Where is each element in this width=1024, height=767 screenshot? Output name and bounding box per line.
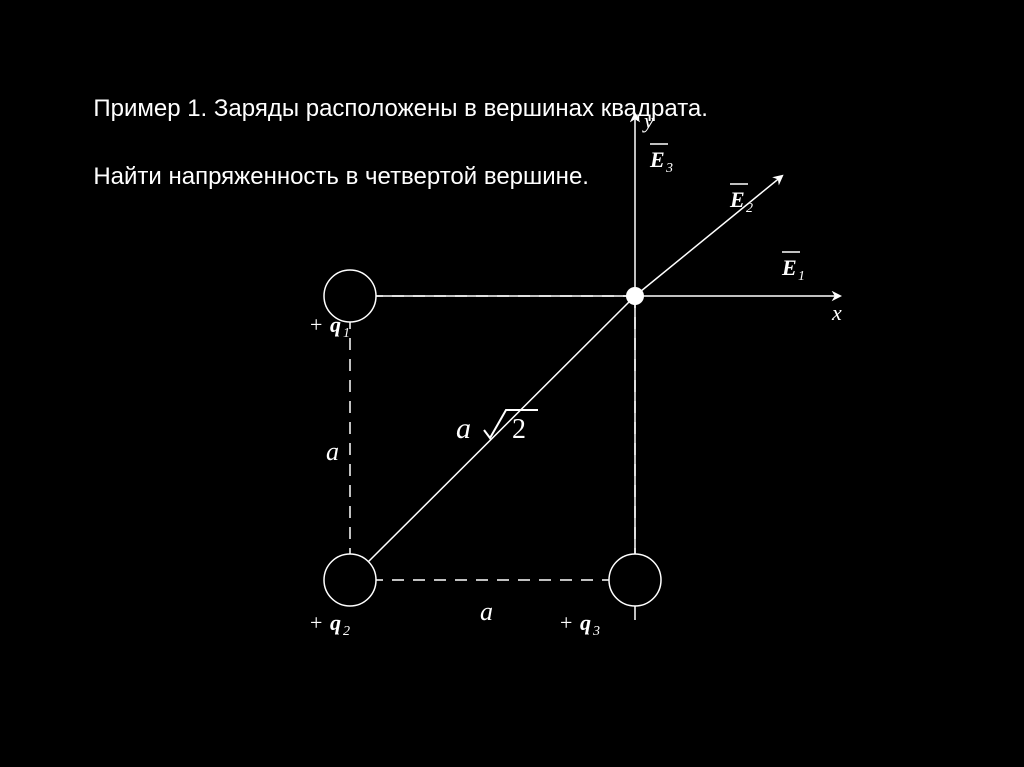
vector-e2-sub: 2 <box>746 201 753 216</box>
vector-e1-label: E <box>781 255 797 280</box>
charge-q2-label: q <box>330 610 341 635</box>
diagonal-label-a: a <box>456 412 471 445</box>
title-line-2: Найти напряженность в четвертой вершине. <box>93 163 589 190</box>
charge-q2-sub: 2 <box>343 624 350 639</box>
charge-q2-circle <box>324 554 376 606</box>
axis-x-label: x <box>831 300 842 325</box>
charge-q1-label: q <box>330 312 341 337</box>
side-label-bottom: a <box>480 597 493 626</box>
charge-q1-sign: + <box>310 312 322 337</box>
vertex-4-dot <box>626 287 644 305</box>
charge-q1-sub: 1 <box>343 326 350 341</box>
title-line-1: Пример 1. Заряды расположены в вершинах … <box>93 95 708 122</box>
charge-q3-label: q <box>580 610 591 635</box>
vector-e1-sub: 1 <box>798 269 805 284</box>
charge-q3-sign: + <box>560 610 572 635</box>
diagonal-label-two: 2 <box>512 414 526 445</box>
charge-q2-sign: + <box>310 610 322 635</box>
problem-title: Пример 1. Заряды расположены в вершинах … <box>80 58 708 194</box>
vector-e2-label: E <box>729 187 745 212</box>
charge-q3-circle <box>609 554 661 606</box>
side-label-left: a <box>326 437 339 466</box>
charge-q3-sub: 3 <box>592 624 600 639</box>
